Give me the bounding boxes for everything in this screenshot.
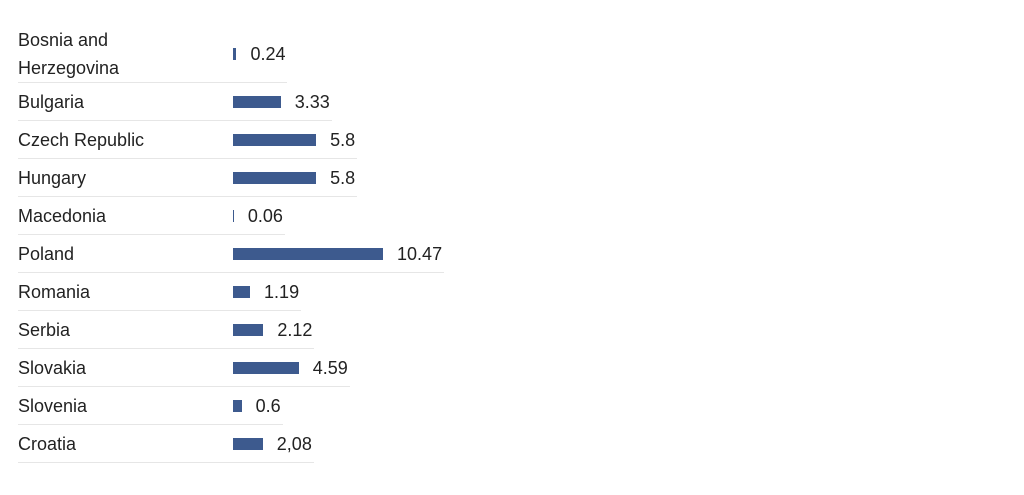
bar-cell: 4.59	[233, 354, 350, 382]
bar-cell: 2,08	[233, 430, 314, 458]
row: Romania 1.19	[18, 273, 302, 311]
category-label: Croatia	[18, 433, 77, 454]
bar	[233, 48, 237, 60]
category-label: Bosnia and Herzegovina	[18, 30, 120, 78]
bar-cell: 0.6	[233, 392, 283, 420]
category-label: Serbia	[18, 319, 71, 340]
category-label: Macedonia	[18, 205, 107, 226]
bar	[233, 209, 234, 222]
bar	[233, 399, 242, 412]
bar	[233, 361, 299, 374]
bar	[233, 133, 317, 146]
bar-cell: 5.8	[233, 164, 357, 192]
category-label: Romania	[18, 281, 91, 302]
value-label: 3.33	[294, 91, 330, 112]
row: Czech Republic 5.8	[18, 121, 358, 159]
bar	[233, 323, 264, 336]
bar	[233, 285, 251, 298]
bar-cell: 0.06	[233, 202, 285, 230]
row: Poland 10.47	[18, 235, 445, 273]
category-label: Slovakia	[18, 357, 87, 378]
value-label: 0.06	[247, 205, 283, 226]
bar-cell: 0.24	[233, 40, 287, 68]
bar-cell: 3.33	[233, 88, 332, 116]
bar-cell: 1.19	[233, 278, 301, 306]
row: Croatia 2,08	[18, 425, 314, 463]
row: Macedonia 0.06	[18, 197, 285, 235]
bar-cell: 2.12	[233, 316, 314, 344]
bar-cell: 5.8	[233, 126, 357, 154]
row: Bosnia and Herzegovina 0.24	[18, 26, 288, 83]
value-label: 5.8	[330, 167, 356, 188]
category-label: Bulgaria	[18, 91, 85, 112]
bar-cell: 10.47	[233, 240, 444, 268]
bar-table: Bosnia and Herzegovina 0.24 Bulgaria 3.33 Cz…	[18, 26, 445, 463]
bar	[233, 171, 317, 184]
value-label: 0.6	[255, 395, 281, 416]
value-label: 1.19	[264, 281, 300, 302]
row: Hungary 5.8	[18, 159, 358, 197]
value-label: 5.8	[330, 129, 356, 150]
bar	[233, 95, 281, 108]
value-label: 4.59	[312, 357, 348, 378]
bar	[233, 247, 384, 260]
category-label: Hungary	[18, 167, 87, 188]
category-label: Slovenia	[18, 395, 88, 416]
value-label: 0.24	[250, 44, 286, 64]
row: Bulgaria 3.33	[18, 83, 332, 121]
row: Slovenia 0.6	[18, 387, 283, 425]
category-label: Czech Republic	[18, 129, 145, 150]
row: Serbia 2.12	[18, 311, 315, 349]
bar	[233, 437, 263, 450]
value-label: 2,08	[276, 433, 312, 454]
row: Slovakia 4.59	[18, 349, 350, 387]
category-label: Poland	[18, 243, 75, 264]
value-label: 10.47	[397, 243, 443, 264]
value-label: 2.12	[277, 319, 313, 340]
